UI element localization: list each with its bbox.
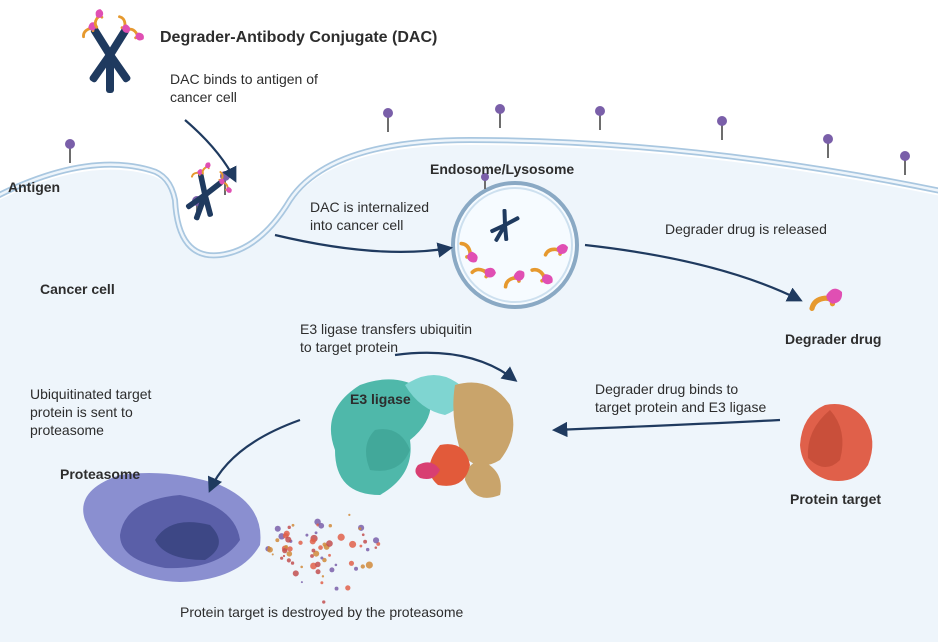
- e3-ligase-label: E3 ligase: [350, 390, 411, 408]
- cancer-cell-label: Cancer cell: [40, 280, 115, 298]
- caption-bind: DAC binds to antigen of cancer cell: [170, 70, 318, 106]
- caption-destroyed: Protein target is destroyed by the prote…: [180, 603, 463, 621]
- endosome-label: Endosome/Lysosome: [430, 160, 574, 178]
- caption-internalize: DAC is internalized into cancer cell: [310, 198, 429, 234]
- caption-release: Degrader drug is released: [665, 220, 827, 238]
- dac-free: [80, 8, 146, 93]
- caption-transfer: E3 ligase transfers ubiquitin to target …: [300, 320, 472, 356]
- proteasome-label: Proteasome: [60, 465, 140, 483]
- title-label: Degrader-Antibody Conjugate (DAC): [160, 28, 437, 49]
- caption-bind-target: Degrader drug binds to target protein an…: [595, 380, 766, 416]
- dac-bound: [176, 157, 240, 229]
- caption-sent: Ubiquitinated target protein is sent to …: [30, 385, 151, 440]
- protein-target-label: Protein target: [790, 490, 881, 508]
- antigen-label: Antigen: [8, 178, 60, 196]
- degrader-drug-label: Degrader drug: [785, 330, 881, 348]
